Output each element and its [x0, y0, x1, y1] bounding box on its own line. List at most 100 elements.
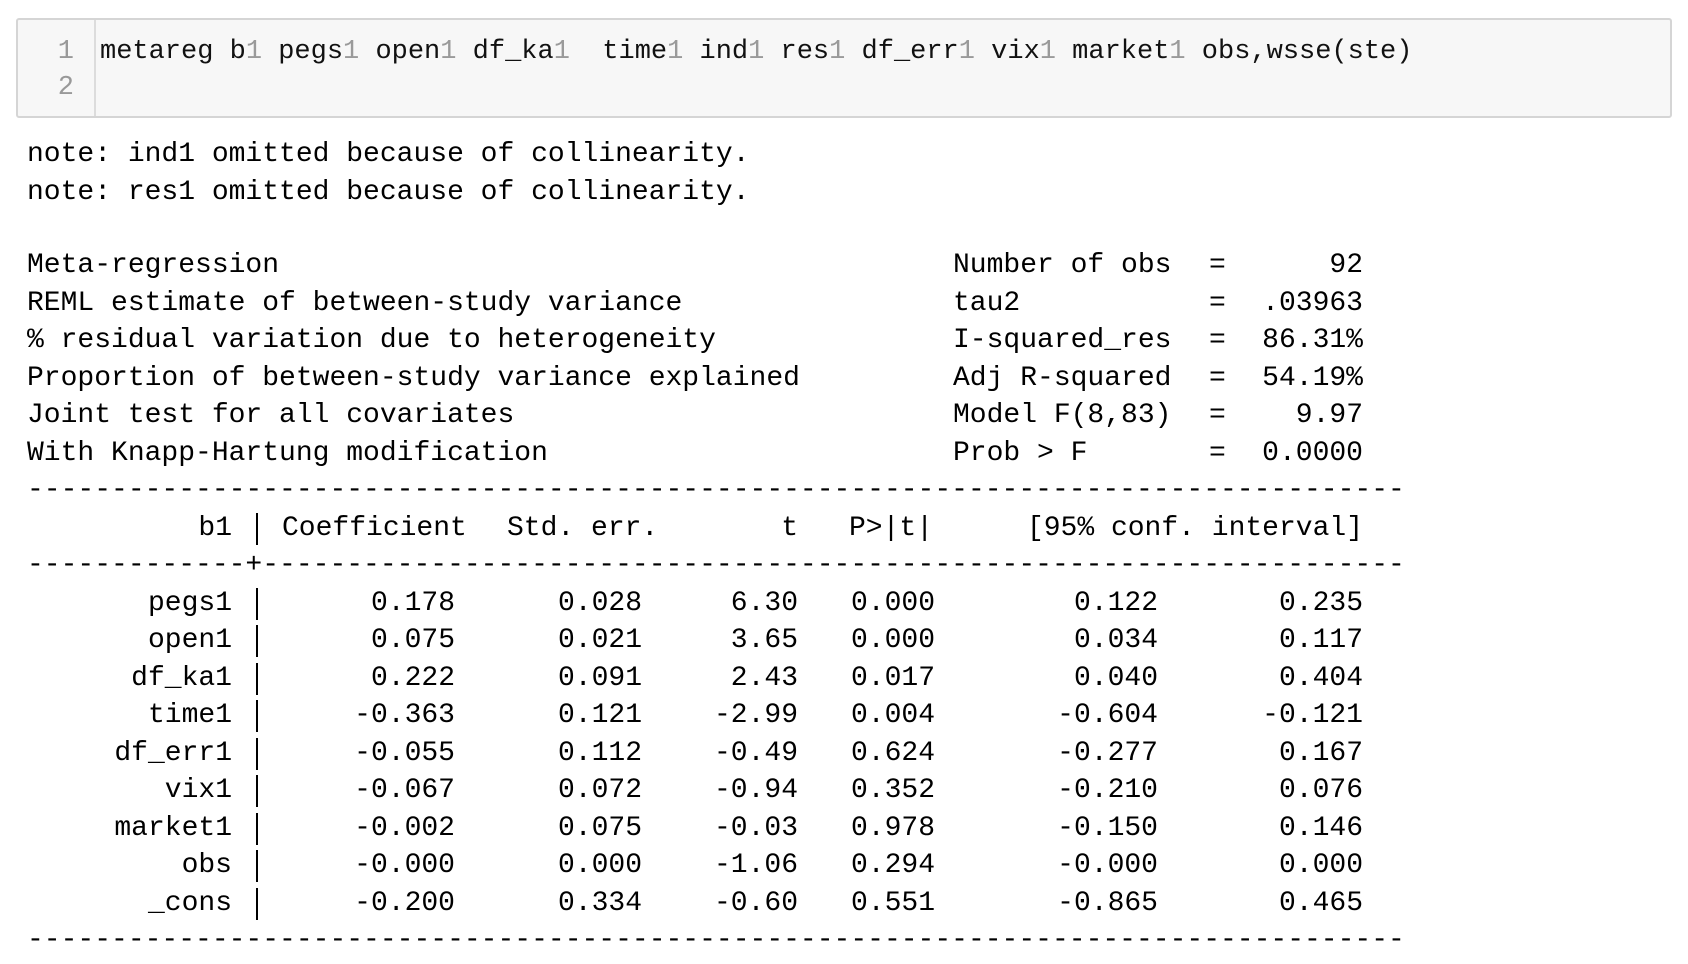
cell-ci-lower: 0.040 [1073, 662, 1158, 694]
cell-ci-lower: -0.277 [1057, 737, 1158, 769]
code-token: time [569, 37, 668, 67]
column-separator [256, 850, 258, 882]
cell-p-value: 0.352 [850, 775, 935, 806]
cell-coefficient: 0.075 [370, 625, 455, 656]
table-row: vix1 -0.067 0.072 -0.94 0.352 -0.210 0.076 [27, 772, 1487, 810]
row-variable: obs [181, 850, 232, 881]
code-token: market [1055, 37, 1170, 67]
summary-row: REML estimate of between-study variance t… [27, 285, 1487, 323]
summary-row: With Knapp-Hartung modification Prob > F =… [27, 435, 1487, 473]
summary-block: Meta-regression Number of obs = 92 REML esti… [27, 247, 1487, 472]
cell-ci-lower: -0.150 [1057, 812, 1158, 844]
table-bottom-rule: ----------------------------------------… [27, 925, 1405, 956]
summary-row: Joint test for all covariates Model F(8,8… [27, 397, 1487, 435]
cell-p-value: 0.551 [850, 887, 935, 919]
row-variable: market1 [114, 812, 232, 844]
table-row: open1 0.075 0.021 3.65 0.000 0.034 0.117 [27, 622, 1487, 660]
cell-ci-upper: 0.117 [1278, 625, 1363, 656]
cell-std-err: 0.334 [557, 887, 642, 919]
table-row: _cons -0.200 0.334 -0.60 0.551 -0.865 0.465 [27, 885, 1487, 923]
code-token: vix [974, 37, 1040, 67]
summary-row: % residual variation due to heterogeneit… [27, 322, 1487, 360]
cell-ci-upper: 0.465 [1278, 887, 1363, 919]
code-token: obs,wsse(ste) [1185, 37, 1413, 67]
summary-stat-name: Adj R-squared [953, 362, 1172, 394]
header-std-err: Std. err. [507, 512, 659, 544]
cell-p-value: 0.004 [850, 700, 935, 731]
code-token: metareg b [100, 37, 246, 67]
cell-std-err: 0.091 [557, 662, 642, 694]
cell-std-err: 0.112 [557, 737, 642, 769]
cell-std-err: 0.021 [557, 625, 642, 656]
summary-label: REML estimate of between-study variance [27, 287, 683, 319]
summary-label: Joint test for all covariates [27, 400, 515, 431]
cell-t-stat: 3.65 [730, 625, 798, 656]
summary-value: 0.0000 [1262, 437, 1363, 469]
summary-stat-name: Number of obs [953, 250, 1172, 281]
cell-t-stat: -1.06 [713, 850, 798, 881]
column-separator [256, 737, 258, 770]
code-token-digit: 1 [1169, 37, 1186, 67]
row-variable: df_ka1 [131, 662, 232, 694]
cell-std-err: 0.121 [557, 700, 642, 731]
header-coefficient: Coefficient [282, 512, 467, 544]
summary-stat-name: I-squared_res [953, 325, 1172, 356]
cell-ci-upper: -0.121 [1262, 700, 1363, 731]
dependent-variable-label: b1 [198, 512, 232, 544]
cell-ci-lower: -0.210 [1057, 775, 1158, 806]
cell-t-stat: -0.03 [713, 812, 798, 844]
summary-label: Meta-regression [27, 250, 280, 281]
table-header-row: b1 Coefficient Std. err. t P>|t| [95% co… [27, 510, 1487, 548]
cell-coefficient: -0.000 [354, 850, 455, 881]
line-number: 1 [57, 37, 74, 67]
cell-coefficient: -0.002 [354, 812, 455, 844]
cell-t-stat: 6.30 [730, 587, 798, 619]
header-conf-interval: [95% conf. interval] [1026, 512, 1363, 544]
summary-equals: = [1209, 287, 1226, 319]
row-variable: vix1 [164, 775, 232, 806]
summary-value: 9.97 [1295, 400, 1363, 431]
column-separator [256, 700, 258, 732]
table-row: df_ka1 0.222 0.091 2.43 0.017 0.040 0.404 [27, 660, 1487, 698]
code-input-cell[interactable]: 1 2 metareg b1 pegs1 open1 df_ka1 time1 … [16, 18, 1672, 118]
header-p-value: P>|t| [849, 512, 934, 544]
cell-ci-lower: -0.000 [1057, 850, 1158, 881]
cell-std-err: 0.075 [557, 812, 642, 844]
coefficient-table-body: pegs1 0.178 0.028 6.30 0.000 0.122 0.235 open1 0… [27, 585, 1487, 923]
cell-p-value: 0.978 [850, 812, 935, 844]
code-editor[interactable]: metareg b1 pegs1 open1 df_ka1 time1 ind1… [100, 34, 1658, 106]
cell-ci-lower: 0.034 [1073, 625, 1158, 656]
code-token-digit: 1 [958, 37, 975, 67]
cell-ci-lower: -0.604 [1057, 700, 1158, 731]
summary-row: Proportion of between-study variance exp… [27, 360, 1487, 398]
table-row: pegs1 0.178 0.028 6.30 0.000 0.122 0.235 [27, 585, 1487, 623]
row-variable: _cons [147, 887, 232, 919]
note-line: note: ind1 omitted because of collineari… [27, 139, 750, 170]
row-variable: time1 [147, 700, 232, 731]
cell-ci-lower: -0.865 [1057, 887, 1158, 919]
cell-t-stat: 2.43 [730, 662, 798, 694]
cell-coefficient: -0.055 [354, 737, 455, 769]
code-token: res [764, 37, 830, 67]
cell-p-value: 0.624 [850, 737, 935, 769]
column-separator [256, 662, 258, 695]
note-line: note: res1 omitted because of collineari… [27, 176, 750, 208]
cell-ci-upper: 0.000 [1278, 850, 1363, 881]
table-row: df_err1 -0.055 0.112 -0.49 0.624 -0.277 0.167 [27, 735, 1487, 773]
cell-t-stat: -0.60 [713, 887, 798, 919]
summary-equals: = [1209, 250, 1226, 281]
summary-value: .03963 [1262, 287, 1363, 319]
cell-p-value: 0.000 [850, 625, 935, 656]
summary-label: % residual variation due to heterogeneit… [27, 325, 716, 356]
cell-output: note: ind1 omitted because of collineari… [27, 136, 1487, 960]
column-separator [256, 887, 258, 920]
summary-stat-name: tau2 [953, 287, 1021, 319]
summary-equals: = [1209, 362, 1226, 394]
summary-equals: = [1209, 400, 1226, 431]
summary-equals: = [1209, 325, 1226, 356]
table-top-rule: ----------------------------------------… [27, 475, 1405, 506]
table-row: time1 -0.363 0.121 -2.99 0.004 -0.604 -0.121 [27, 697, 1487, 735]
cell-ci-upper: 0.235 [1278, 587, 1363, 619]
summary-label: With Knapp-Hartung modification [27, 437, 548, 469]
code-token-digit: 1 [245, 37, 263, 67]
